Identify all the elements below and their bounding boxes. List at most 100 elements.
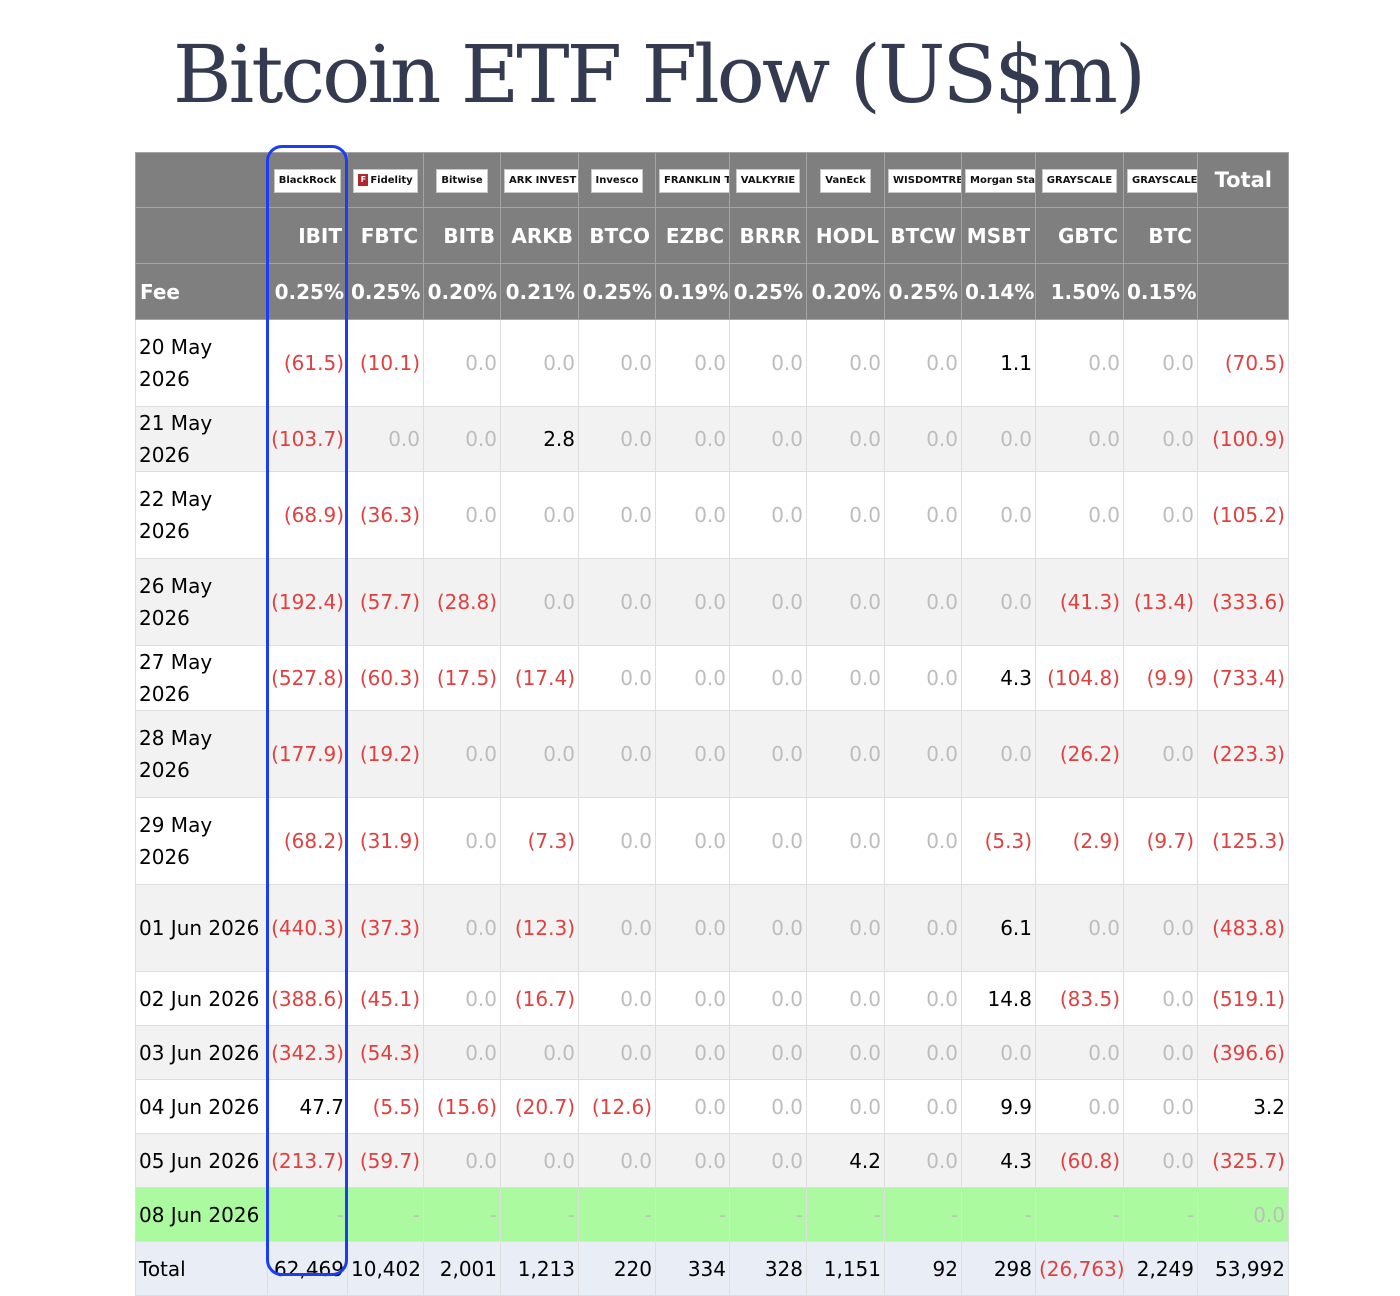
- flow-cell-gbtc: 0.0: [1035, 1079, 1124, 1134]
- flow-cell-btco: 0.0: [578, 1133, 656, 1188]
- date-cell: 27 May 2026: [135, 645, 268, 711]
- flow-cell-gbtc: (26.2): [1035, 710, 1124, 798]
- fee-cell: 0.20%: [423, 263, 501, 320]
- flow-cell-gbtc: (2.9): [1035, 797, 1124, 885]
- table-row: 04 Jun 2026 47.7 (5.5) (15.6) (20.7) (12.6) 0.…: [135, 1079, 1289, 1134]
- flow-cell-arkb: 0.0: [500, 1025, 579, 1080]
- flow-cell-msbt: 0.0: [961, 558, 1036, 646]
- flow-cell-btcw: 0.0: [884, 471, 962, 559]
- flow-cell-gbtc: (83.5): [1035, 971, 1124, 1026]
- flow-cell-fbtc: (37.3): [347, 884, 424, 972]
- flow-cell-brrr: 0.0: [729, 319, 807, 407]
- date-cell: 08 Jun 2026: [135, 1187, 268, 1242]
- row-total-cell: (519.1): [1197, 971, 1289, 1026]
- flow-cell-bitb: (17.5): [423, 645, 501, 711]
- date-cell: 22 May 2026: [135, 471, 268, 559]
- flow-cell-gbtc: (41.3): [1035, 558, 1124, 646]
- date-cell: 20 May 2026: [135, 319, 268, 407]
- flow-cell-btcw: 0.0: [884, 645, 962, 711]
- fee-cell: 0.25%: [729, 263, 807, 320]
- flow-cell-hodl: 0.0: [806, 971, 885, 1026]
- flow-cell-btc: 0.0: [1123, 1133, 1198, 1188]
- flow-cell-bitb: 0.0: [423, 884, 501, 972]
- total-cell-btcw: 92: [884, 1241, 962, 1296]
- date-cell: 03 Jun 2026: [135, 1025, 268, 1080]
- ticker-fbtc: FBTC: [347, 207, 424, 264]
- flow-cell-btco: 0.0: [578, 558, 656, 646]
- table-row: 08 Jun 2026- - - - - - - - - - - -0.0: [135, 1187, 1289, 1242]
- flow-cell-ezbc: 0.0: [655, 558, 730, 646]
- flow-cell-btc: 0.0: [1123, 406, 1198, 472]
- flow-cell-ezbc: 0.0: [655, 884, 730, 972]
- ticker-brrr: BRRR: [729, 207, 807, 264]
- total-row: Total 62,469 10,402 2,001 1,213 220 334 328 1,15…: [135, 1241, 1289, 1296]
- flow-cell-arkb: (16.7): [500, 971, 579, 1026]
- fund-logo-arkb: ARK INVEST: [504, 168, 578, 193]
- flow-cell-btco: -: [578, 1187, 656, 1242]
- fee-cell: 0.19%: [655, 263, 730, 320]
- logo-cell: WISDOMTREE: [884, 152, 962, 208]
- flow-cell-bitb: 0.0: [423, 971, 501, 1026]
- flow-cell-btco: 0.0: [578, 645, 656, 711]
- fund-logo-hodl: VanEck: [820, 168, 871, 193]
- table-row: 28 May 2026 (177.9) (19.2) 0.0 0.0 0.0 0.0 0.0 0…: [135, 710, 1289, 798]
- flow-cell-brrr: 0.0: [729, 1025, 807, 1080]
- flow-cell-arkb: -: [500, 1187, 579, 1242]
- flow-cell-arkb: (17.4): [500, 645, 579, 711]
- flow-cell-brrr: 0.0: [729, 884, 807, 972]
- fund-logo-btcw: WISDOMTREE: [888, 168, 961, 193]
- flow-cell-btcw: 0.0: [884, 558, 962, 646]
- flow-cell-btc: (9.7): [1123, 797, 1198, 885]
- ticker-arkb: ARKB: [500, 207, 579, 264]
- logo-cell: BlackRock: [267, 152, 348, 208]
- flow-cell-ezbc: 0.0: [655, 645, 730, 711]
- ticker-bitb: BITB: [423, 207, 501, 264]
- flow-cell-arkb: 0.0: [500, 1133, 579, 1188]
- total-cell-msbt: 298: [961, 1241, 1036, 1296]
- flow-cell-gbtc: 0.0: [1035, 319, 1124, 407]
- flow-cell-msbt: 6.1: [961, 884, 1036, 972]
- flow-cell-ibit: (61.5): [267, 319, 348, 407]
- flow-cell-hodl: 0.0: [806, 558, 885, 646]
- flow-cell-ezbc: 0.0: [655, 319, 730, 407]
- flow-cell-btco: 0.0: [578, 797, 656, 885]
- table-row: 05 Jun 2026 (213.7) (59.7) 0.0 0.0 0.0 0.0 0.0 4…: [135, 1133, 1289, 1188]
- flow-cell-ibit: (177.9): [267, 710, 348, 798]
- flow-cell-btc: (13.4): [1123, 558, 1198, 646]
- flow-cell-bitb: 0.0: [423, 471, 501, 559]
- flow-cell-btco: 0.0: [578, 319, 656, 407]
- total-cell-fbtc: 10,402: [347, 1241, 424, 1296]
- flow-cell-gbtc: 0.0: [1035, 471, 1124, 559]
- flow-cell-ezbc: 0.0: [655, 1079, 730, 1134]
- flow-cell-btco: 0.0: [578, 884, 656, 972]
- fund-logo-btc: GRAYSCALE: [1127, 168, 1197, 193]
- fee-cell: 1.50%: [1035, 263, 1124, 320]
- flow-cell-fbtc: (31.9): [347, 797, 424, 885]
- flow-cell-ibit: (342.3): [267, 1025, 348, 1080]
- fee-row: Fee 0.25% 0.25% 0.20% 0.21% 0.25% 0.19% 0.25% 0…: [135, 263, 1289, 320]
- grand-total-cell: 53,992: [1197, 1241, 1289, 1296]
- fee-cell: 0.25%: [578, 263, 656, 320]
- flow-cell-fbtc: -: [347, 1187, 424, 1242]
- table-row: 29 May 2026 (68.2) (31.9) 0.0 (7.3) 0.0 0.0 0.0…: [135, 797, 1289, 885]
- flow-cell-brrr: 0.0: [729, 645, 807, 711]
- flow-cell-bitb: 0.0: [423, 319, 501, 407]
- ticker-total-blank: [1197, 207, 1289, 264]
- row-total-cell: (396.6): [1197, 1025, 1289, 1080]
- flow-cell-hodl: 0.0: [806, 710, 885, 798]
- row-total-cell: (70.5): [1197, 319, 1289, 407]
- flow-cell-btc: 0.0: [1123, 971, 1198, 1026]
- flow-cell-btc: 0.0: [1123, 884, 1198, 972]
- flow-cell-brrr: 0.0: [729, 1079, 807, 1134]
- logo-cell: GRAYSCALE: [1123, 152, 1198, 208]
- table-row: 26 May 2026 (192.4) (57.7) (28.8) 0.0 0.0 0.0 0…: [135, 558, 1289, 646]
- flow-cell-msbt: 0.0: [961, 710, 1036, 798]
- flow-cell-gbtc: 0.0: [1035, 1025, 1124, 1080]
- flow-cell-ezbc: 0.0: [655, 471, 730, 559]
- flow-cell-arkb: 0.0: [500, 710, 579, 798]
- row-total-cell: (105.2): [1197, 471, 1289, 559]
- flow-cell-hodl: 0.0: [806, 1025, 885, 1080]
- date-cell: 02 Jun 2026: [135, 971, 268, 1026]
- date-cell: 01 Jun 2026: [135, 884, 268, 972]
- flow-cell-bitb: 0.0: [423, 406, 501, 472]
